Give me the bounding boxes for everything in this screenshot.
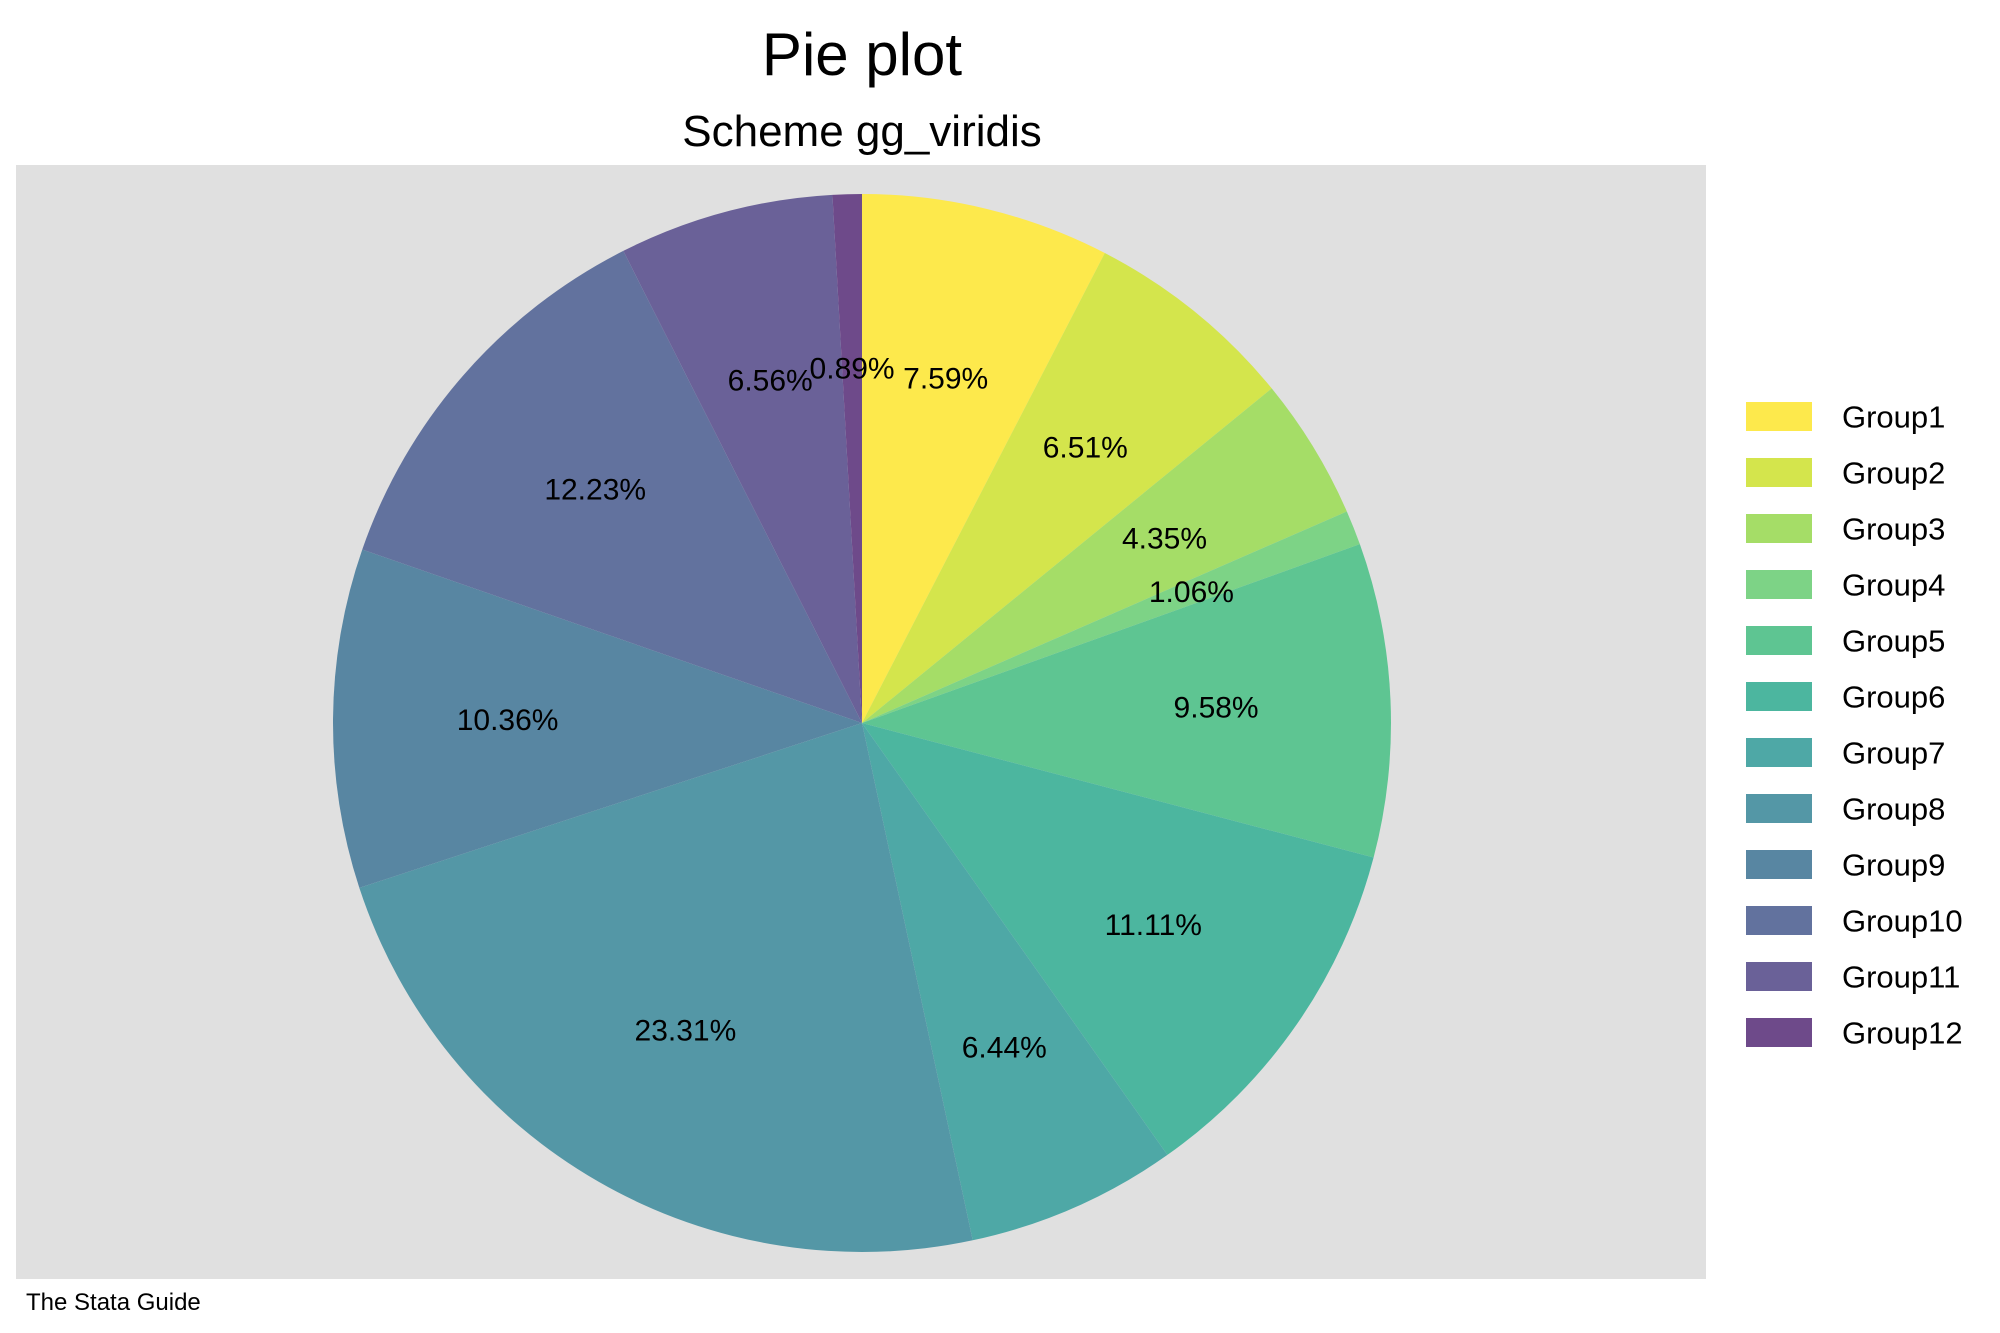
legend-swatch-group7	[1746, 738, 1812, 767]
legend-swatch-group8	[1746, 794, 1812, 823]
pie-slice-group8	[359, 723, 973, 1253]
legend-swatch-group2	[1746, 458, 1812, 487]
legend-label-group2: Group2	[1842, 456, 1945, 491]
legend-swatch-group11	[1746, 962, 1812, 991]
chart-subtitle: Scheme gg_viridis	[682, 107, 1042, 156]
legend-label-group10: Group10	[1842, 904, 1963, 939]
legend-swatch-group5	[1746, 626, 1812, 655]
pie-slice-group3	[862, 388, 1347, 723]
pie-slice-group11	[623, 194, 862, 723]
legend-label-group7: Group7	[1842, 736, 1945, 771]
legend-label-group1: Group1	[1842, 400, 1945, 435]
pie-slice-group7	[862, 723, 1168, 1241]
legend-label-group9: Group9	[1842, 848, 1945, 883]
slice-label-group5: 9.58%	[1174, 692, 1259, 725]
legend-label-group12: Group12	[1842, 1016, 1963, 1051]
slice-label-group10: 12.23%	[544, 474, 646, 507]
legend-label-group5: Group5	[1842, 624, 1945, 659]
legend-swatch-group1	[1746, 402, 1812, 431]
slice-label-group3: 4.35%	[1122, 522, 1207, 555]
slice-label-group12: 0.89%	[810, 353, 895, 386]
pie-slice-group1	[862, 194, 1105, 723]
legend-swatch-group10	[1746, 906, 1812, 935]
legend-swatch-group4	[1746, 570, 1812, 599]
pie-slices	[332, 194, 1391, 1253]
legend-label-group6: Group6	[1842, 680, 1945, 715]
legend-label-group8: Group8	[1842, 792, 1945, 827]
slice-label-group2: 6.51%	[1043, 432, 1128, 465]
pie-slice-group5	[862, 544, 1391, 858]
slice-label-group1: 7.59%	[903, 363, 988, 396]
pie-slice-group2	[862, 253, 1272, 723]
legend-label-group3: Group3	[1842, 512, 1945, 547]
legend-swatch-group6	[1746, 682, 1812, 711]
pie-slice-group10	[362, 250, 862, 724]
slice-label-group6: 11.11%	[1105, 909, 1202, 942]
chart-caption: The Stata Guide	[26, 1289, 201, 1316]
slice-label-group11: 6.56%	[728, 365, 813, 398]
legend-label-group4: Group4	[1842, 568, 1945, 603]
pie-slice-group9	[332, 549, 862, 888]
slice-label-group9: 10.36%	[457, 704, 559, 737]
legend-swatch-group3	[1746, 514, 1812, 543]
slice-label-group4: 1.06%	[1149, 576, 1234, 609]
pie-slice-group12	[832, 194, 862, 723]
pie-slice-group6	[862, 723, 1374, 1155]
legend-swatch-group9	[1746, 850, 1812, 879]
slice-label-group7: 6.44%	[962, 1032, 1047, 1065]
slice-label-group8: 23.31%	[635, 1014, 737, 1047]
pie-slice-group4	[862, 511, 1360, 723]
legend-label-group11: Group11	[1842, 960, 1960, 995]
pie-slice-labels: 7.59% 6.51% 4.35% 1.06% 9.58% 11.11% 6.44% 23.3…	[457, 353, 1259, 1065]
chart-title: Pie plot	[762, 21, 962, 88]
legend: Group1 Group2 Group3 Group4 Group5 Group6 Grou…	[1746, 400, 1963, 1051]
legend-swatch-group12	[1746, 1018, 1812, 1047]
